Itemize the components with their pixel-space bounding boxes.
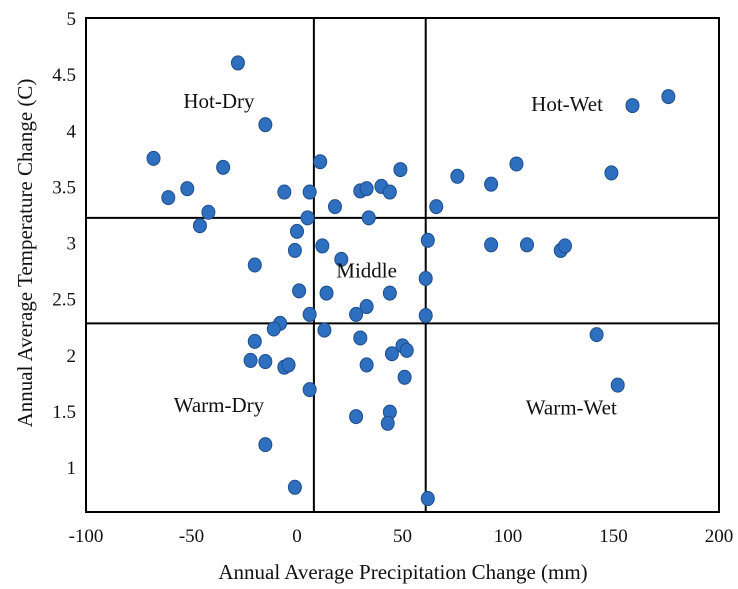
y-tick-label: 1 [67,458,77,479]
data-point [557,238,572,254]
data-point [243,352,258,368]
data-point [420,232,435,248]
data-point [397,369,412,385]
data-point [380,415,395,431]
data-point [604,165,619,181]
data-point [589,327,604,343]
y-tick-label: 4.5 [52,65,76,86]
y-tick-label: 3 [67,234,77,255]
y-tick-label: 2 [67,346,77,367]
y-tick-label: 1.5 [52,402,76,423]
data-point [201,204,216,220]
data-point [247,333,262,349]
data-point [450,168,465,184]
data-point [359,357,374,373]
data-point [258,117,273,133]
data-point [327,199,342,215]
data-point [382,184,397,200]
data-point [610,377,625,393]
data-point [315,238,330,254]
data-point [258,437,273,453]
data-point [266,321,281,337]
data-point [359,181,374,197]
data-point [625,98,640,114]
region-label-warm-dry: Warm-Dry [174,393,265,417]
data-point [247,257,262,273]
data-point [420,491,435,507]
data-point [319,285,334,301]
data-point [192,218,207,234]
data-point [661,89,676,105]
data-point [399,342,414,358]
data-point [302,184,317,200]
region-label-hot-dry: Hot-Dry [183,89,255,113]
region-label-hot-wet: Hot-Wet [531,92,603,116]
data-point [287,242,302,258]
y-tick-labels: 1 1.5 2 2.5 3 3.5 4 4.5 5 [52,9,76,479]
data-point [287,479,302,495]
y-axis-label: Annual Average Temperature Change (C) [13,79,37,428]
data-point [281,357,296,373]
data-point [302,306,317,322]
data-point [313,154,328,170]
data-point [359,299,374,315]
region-labels: Hot-Dry Hot-Wet Middle Warm-Dry Warm-Wet [174,89,617,420]
region-label-warm-wet: Warm-Wet [526,395,617,419]
y-tick-label: 5 [67,9,77,30]
x-tick-label: 100 [494,526,523,547]
data-point [277,184,292,200]
data-point [290,223,304,239]
data-point [393,162,408,178]
region-label-middle: Middle [336,258,397,282]
data-point [418,308,433,324]
reference-lines [86,18,719,512]
data-point [349,306,364,322]
data-point [302,382,317,398]
data-point [317,322,332,338]
data-point [382,285,397,301]
data-point [180,181,195,197]
data-point [292,283,307,299]
data-point [216,159,231,175]
data-point [418,270,433,286]
plot-frame [85,17,720,513]
data-point [146,150,161,166]
data-point [429,199,444,215]
data-point [484,176,499,192]
data-points [146,55,676,507]
y-tick-label: 4 [67,121,77,142]
x-tick-label: 150 [599,526,628,547]
data-point [384,346,399,362]
y-tick-label: 3.5 [52,177,76,198]
data-point [509,156,524,172]
x-tick-label: 50 [393,526,412,547]
data-point [484,237,499,253]
data-point [334,251,349,267]
x-tick-labels: -100 -50 0 50 100 150 200 [69,526,734,547]
x-tick-label: 0 [292,526,302,547]
x-tick-label: -100 [69,526,104,547]
data-point [519,237,534,253]
data-point [300,210,315,226]
data-point [161,190,176,206]
x-tick-label: 200 [705,526,734,547]
data-point [361,210,376,226]
data-point [353,330,368,346]
y-tick-label: 2.5 [52,290,76,311]
x-axis-label: Annual Average Precipitation Change (mm) [218,560,587,584]
data-point [349,409,364,425]
data-point [258,354,273,370]
data-point [230,55,245,71]
x-tick-label: -50 [179,526,204,547]
